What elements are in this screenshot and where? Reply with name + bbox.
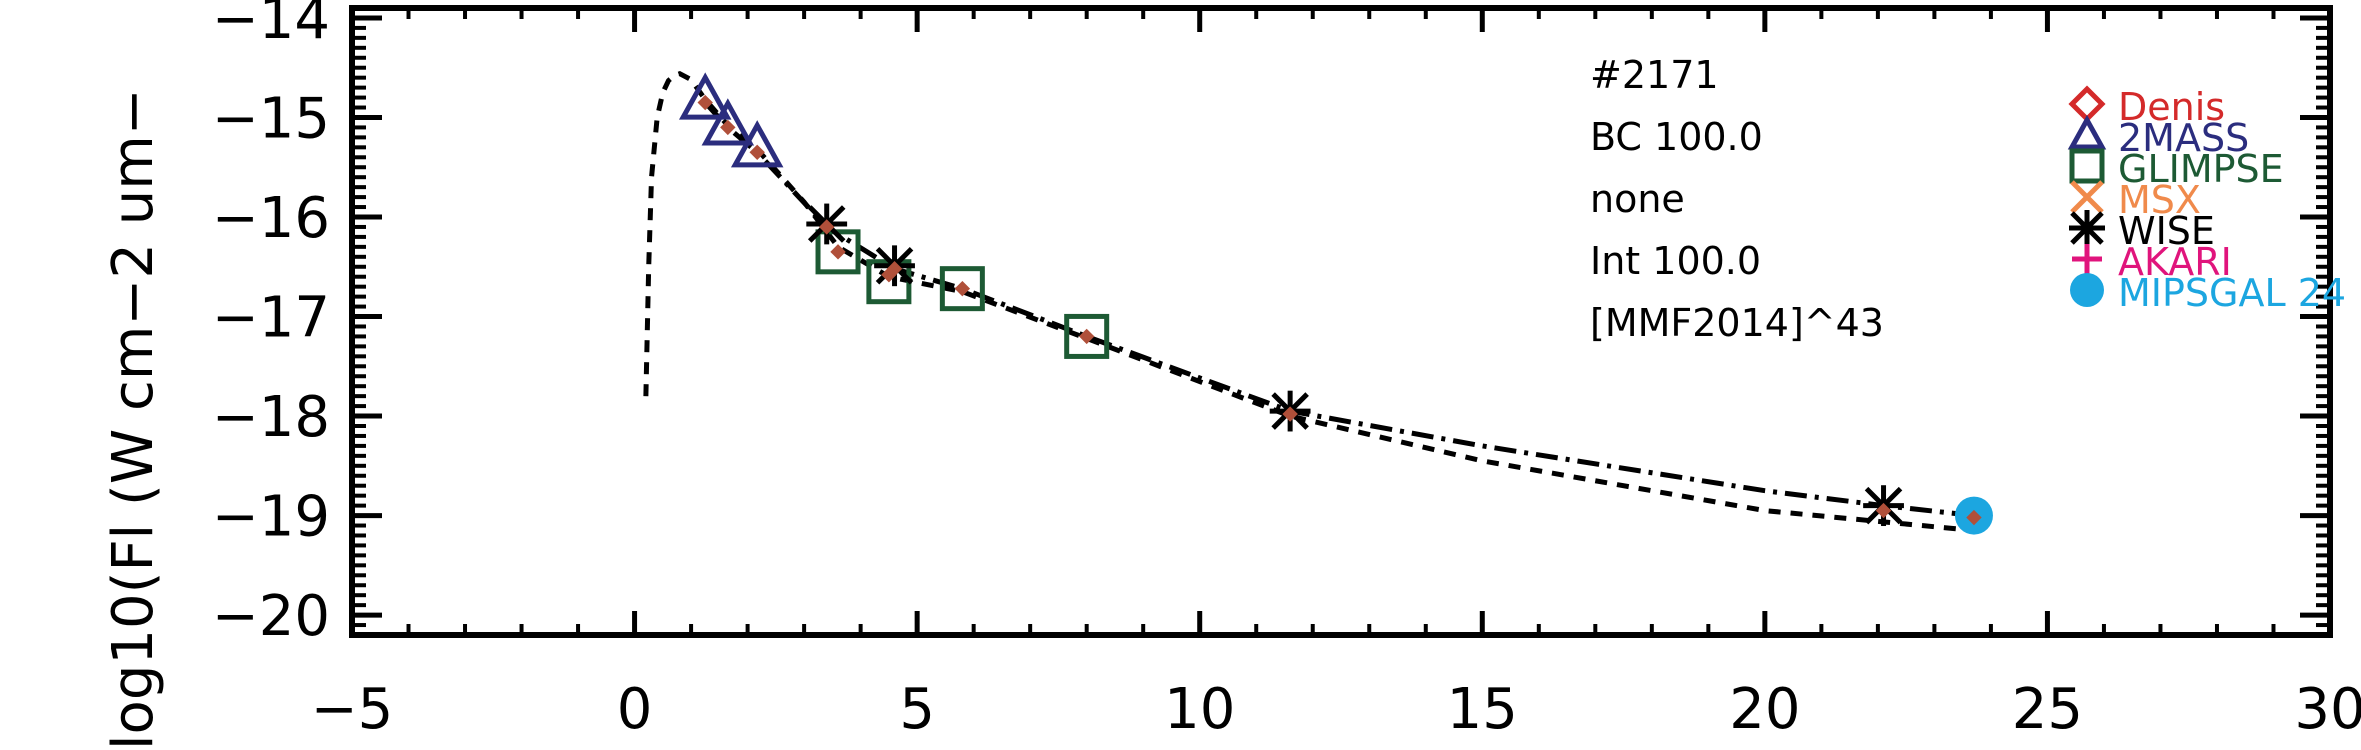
glimpse-point: [1064, 313, 1110, 359]
legend-label: MSX: [2118, 178, 2201, 222]
y-tick-label: −16: [212, 186, 330, 251]
annotation-line: [MMF2014]^43: [1590, 301, 1884, 345]
legend-label: GLIMPSE: [2118, 147, 2284, 191]
x-tick-label: 25: [2012, 677, 2083, 742]
y-tick-label: −18: [212, 385, 330, 450]
2mass-point: [730, 120, 784, 168]
glimpse-point: [939, 266, 985, 312]
model-point: [830, 244, 846, 260]
x-tick-label: 30: [2294, 677, 2361, 742]
model-point: [1282, 406, 1298, 422]
model-point: [819, 219, 835, 235]
y-tick-labels: −20 −19 −18 −17 −16 −15 −14: [212, 0, 330, 649]
legend-marker: [2069, 148, 2105, 184]
annotation-line: none: [1590, 177, 1685, 221]
annotation-line: #2171: [1590, 53, 1719, 97]
dashdot-model-line: [703, 100, 1975, 519]
legend-marker: [2070, 273, 2104, 307]
x-tick-label: 15: [1447, 677, 1518, 742]
annotation-line: Int 100.0: [1590, 239, 1761, 283]
x-tick-label: 10: [1164, 677, 1235, 742]
info-annotations: #2171 BC 100.0 none Int 100.0 [MMF2014]^43: [1590, 53, 1884, 345]
y-tick-label: −17: [212, 286, 330, 351]
legend-marker: [2072, 244, 2102, 274]
model-point: [954, 280, 971, 297]
2mass-point: [678, 72, 732, 120]
model-point: [1078, 328, 1095, 345]
legend-label: WISE: [2118, 209, 2215, 253]
y-tick-label: −20: [212, 584, 330, 649]
plot-frame: [349, 5, 2333, 638]
legend-label: AKARI: [2118, 240, 2232, 284]
model-point: [697, 94, 713, 111]
x-tick-label: 20: [1729, 677, 1800, 742]
y-axis-label: log10(Fl (W cm−2 um−: [101, 88, 166, 750]
x-tick-label: 0: [617, 677, 653, 742]
legend-label: MIPSGAL 24: [2118, 271, 2346, 315]
x-tick-label: 5: [899, 677, 935, 742]
x-tick-labels: −5 0 5 10 15 20 25 30: [311, 677, 2361, 742]
legend-marker: [2067, 114, 2107, 150]
legend-label: Denis: [2118, 85, 2225, 129]
2mass-point: [701, 98, 755, 146]
model-point: [1875, 502, 1892, 519]
model-point: [720, 119, 736, 136]
legend-marker: [2069, 210, 2105, 246]
y-tick-label: −15: [212, 86, 330, 151]
model-point: [749, 144, 765, 161]
x-tick-label: −5: [311, 677, 394, 742]
y-tick-label: −19: [212, 485, 330, 550]
y-tick-label: −14: [212, 0, 330, 52]
axis-ticks: [349, 6, 2333, 637]
model-point: [1966, 509, 1982, 526]
model-point: [886, 261, 903, 277]
legend-marker: [2070, 180, 2104, 214]
data-markers: [678, 72, 1993, 535]
annotation-line: BC 100.0: [1590, 115, 1763, 159]
legend-label: 2MASS: [2118, 116, 2249, 160]
